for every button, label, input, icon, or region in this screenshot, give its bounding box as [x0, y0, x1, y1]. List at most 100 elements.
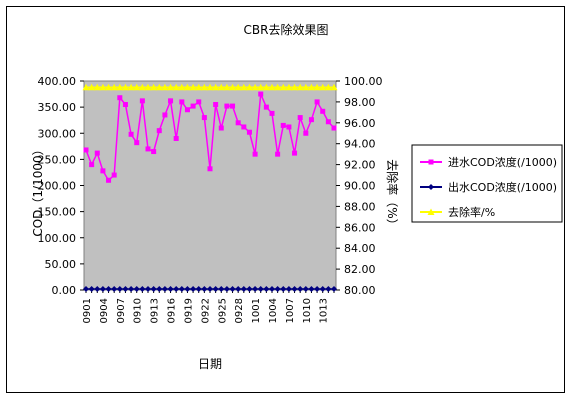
data-point — [274, 285, 281, 292]
legend-marker — [428, 159, 434, 165]
data-point — [88, 83, 96, 91]
data-point — [150, 83, 158, 91]
data-point — [122, 102, 128, 108]
data-point — [286, 124, 292, 130]
data-point — [145, 285, 151, 292]
data-point — [155, 83, 163, 91]
data-point — [280, 285, 287, 292]
data-point — [292, 150, 298, 156]
data-point — [201, 115, 207, 121]
right-tick-label: 90.00 — [344, 180, 376, 193]
data-point — [111, 172, 117, 178]
data-point — [145, 146, 151, 152]
data-point — [139, 285, 146, 292]
data-point — [94, 285, 101, 292]
data-point — [161, 285, 168, 292]
data-point — [223, 285, 230, 292]
data-point — [319, 83, 327, 91]
data-point — [268, 83, 276, 91]
data-point — [206, 83, 214, 91]
right-axis-ticks: 80.00 82.00 84.00 86.00 88.00 90.00 92.00 94.00… — [336, 75, 383, 297]
data-point — [134, 140, 140, 146]
right-tick-label: 96.00 — [344, 117, 376, 130]
data-point — [302, 83, 310, 91]
data-point — [178, 83, 186, 91]
data-point — [138, 83, 146, 91]
right-tick-label: 86.00 — [344, 221, 376, 234]
data-point — [258, 91, 264, 97]
data-point — [324, 83, 332, 91]
data-point — [314, 285, 321, 292]
data-point — [122, 285, 129, 292]
data-point — [297, 115, 303, 121]
data-point — [106, 177, 112, 183]
legend-box — [411, 144, 563, 223]
data-point — [314, 99, 320, 105]
data-point — [201, 285, 208, 292]
data-point — [184, 107, 190, 113]
legend-marker — [427, 208, 435, 215]
data-point — [183, 83, 191, 91]
data-point — [297, 285, 304, 292]
left-tick-label: 250.00 — [38, 153, 77, 166]
data-point — [252, 285, 259, 292]
x-tick-label: 0913 — [150, 298, 161, 323]
data-point — [88, 285, 95, 292]
data-point — [325, 119, 331, 125]
data-point — [217, 83, 225, 91]
x-tick-label: 0916 — [167, 298, 178, 323]
data-point — [331, 285, 337, 292]
data-point — [331, 125, 337, 131]
x-tick-label: 1004 — [268, 298, 279, 323]
data-point — [168, 98, 174, 104]
data-point — [275, 151, 281, 157]
right-tick-label: 92.00 — [344, 159, 376, 172]
data-point — [133, 285, 140, 292]
data-point — [207, 166, 213, 172]
data-point — [99, 285, 106, 292]
x-tick-label: 0925 — [217, 298, 228, 323]
legend-label: 进水COD浓度(/1000) — [448, 155, 557, 169]
data-point — [94, 150, 100, 156]
legend-label: 去除率/% — [448, 205, 495, 219]
series-2 — [82, 83, 338, 91]
data-point — [240, 285, 247, 292]
data-point — [246, 285, 253, 292]
data-point — [257, 285, 264, 292]
data-point — [245, 83, 253, 91]
data-point — [263, 285, 270, 292]
data-point — [307, 83, 315, 91]
left-tick-label: 50.00 — [45, 258, 77, 271]
data-point — [308, 285, 315, 292]
y-axis-label: COD（1/1000） — [31, 143, 45, 236]
data-point — [190, 285, 197, 292]
data-point — [128, 131, 134, 137]
data-point — [93, 83, 101, 91]
series-1 — [83, 285, 337, 292]
series-0 — [83, 91, 337, 183]
left-tick-label: 350.00 — [38, 101, 77, 114]
data-point — [303, 130, 309, 136]
data-point — [218, 125, 224, 131]
data-point — [150, 285, 157, 292]
data-point — [178, 285, 185, 292]
data-point — [144, 83, 152, 91]
data-point — [82, 83, 90, 91]
data-point — [213, 102, 219, 108]
data-point — [156, 285, 163, 292]
x-tick-label: 0922 — [200, 298, 211, 323]
left-tick-label: 100.00 — [38, 232, 77, 245]
data-point — [116, 83, 124, 91]
legend-marker — [428, 184, 434, 190]
data-point — [251, 83, 259, 91]
data-point — [285, 285, 292, 292]
data-point — [308, 117, 314, 123]
x-tick-label: 0919 — [183, 298, 194, 323]
data-point — [223, 83, 231, 91]
data-point — [195, 83, 203, 91]
data-point — [184, 285, 191, 292]
data-point — [235, 120, 241, 126]
data-point — [162, 112, 168, 118]
right-tick-label: 98.00 — [344, 96, 376, 109]
